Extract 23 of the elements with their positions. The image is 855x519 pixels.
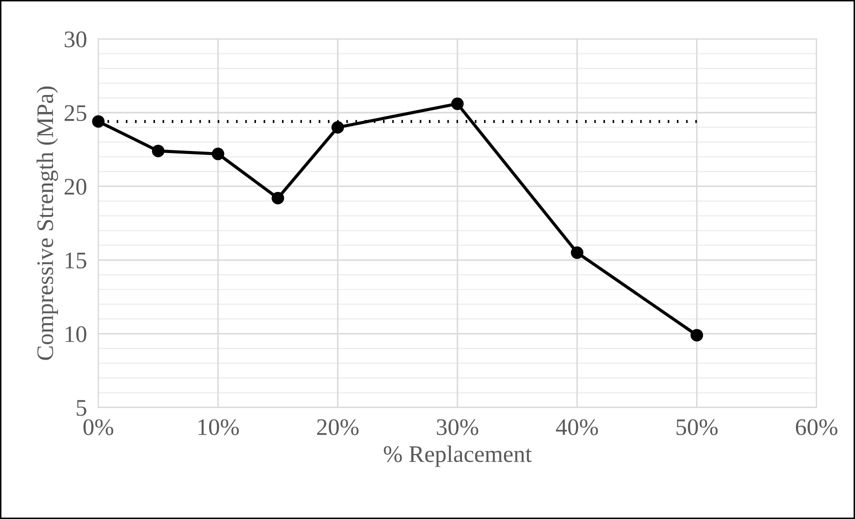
point [570,246,584,259]
x-tick-label: 60% [796,419,838,436]
y-axis-title: Compressive Strength (MPa) [36,86,58,360]
x-tick-label: 0% [83,419,114,436]
x-axis-title: % Replacement [384,445,532,467]
y-tick-label: 20 [64,178,86,195]
x-tick-label: 30% [436,419,478,436]
y-tick-label: 15 [66,252,86,268]
x-tick-label: 50% [676,419,718,436]
x-tick-label: 10% [198,419,239,436]
y-tick-label: 5 [76,400,86,416]
x-tick-label: 40% [556,419,598,436]
point [92,115,105,128]
y-tick-label: 30 [64,31,86,48]
point [152,144,164,158]
point [272,192,284,204]
point [690,328,704,342]
point [451,98,464,110]
point [331,121,344,134]
y-tick-label: 10 [66,326,86,342]
x-tick-label: 20% [317,419,359,436]
y-tick-label: 25 [64,105,86,122]
point [212,148,224,160]
